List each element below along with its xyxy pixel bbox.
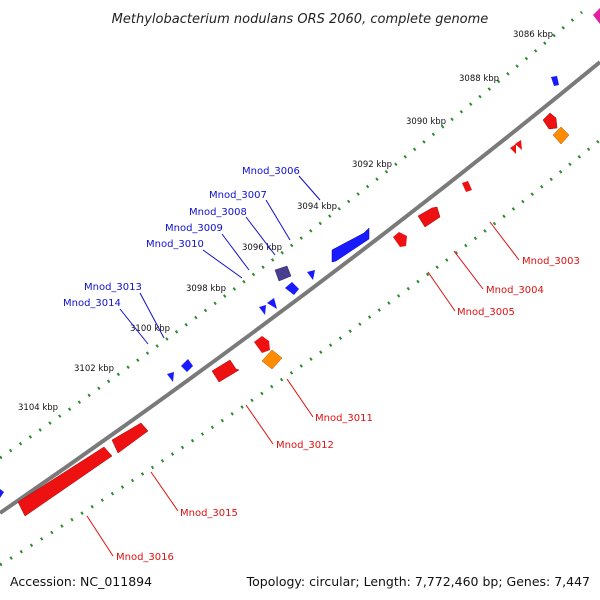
gene-label-mnod-3010[interactable]: Mnod_3010 — [146, 239, 204, 250]
connector-mnod-3005 — [427, 271, 456, 312]
gene-label-mnod-3013[interactable]: Mnod_3013 — [84, 282, 142, 293]
connector-mnod-3012 — [245, 404, 274, 445]
connector-mnod-3013 — [139, 292, 165, 339]
feature-box-orange-top[interactable] — [552, 126, 570, 145]
gene-label-mnod-3011[interactable]: Mnod_3011 — [315, 413, 373, 424]
connector-mnod-3009 — [221, 233, 250, 271]
gene-arrow-red-mid[interactable] — [254, 336, 270, 353]
connector-mnod-3004 — [453, 250, 484, 290]
kbp-label-3094: 3094 kbp — [297, 202, 337, 212]
connector-mnod-3006 — [298, 175, 321, 201]
gene-label-mnod-3006[interactable]: Mnod_3006 — [242, 166, 300, 177]
gene-label-mnod-3016[interactable]: Mnod_3016 — [116, 552, 174, 563]
kbp-label-3086: 3086 kbp — [513, 30, 553, 40]
gene-arrow-edge[interactable] — [0, 489, 4, 498]
kbp-label-3090: 3090 kbp — [406, 117, 446, 127]
gene-arrow-mnod-3005[interactable] — [393, 232, 407, 247]
gene-arrow-mnod-3015[interactable] — [111, 422, 149, 454]
kbp-label-3092: 3092 kbp — [352, 160, 392, 170]
feature-box-magenta-corner[interactable] — [593, 8, 600, 24]
gene-label-mnod-3015[interactable]: Mnod_3015 — [180, 508, 238, 519]
gene-label-mnod-3012[interactable]: Mnod_3012 — [276, 440, 334, 451]
gene-arrow-mnod-3012[interactable] — [211, 359, 240, 383]
gene-label-mnod-3008[interactable]: Mnod_3008 — [189, 207, 247, 218]
connector-mnod-3011 — [286, 378, 314, 418]
map-title: Methylobacterium nodulans ORS 2060, comp… — [112, 12, 489, 27]
connector-mnod-3007 — [265, 199, 291, 241]
connector-mnod-3015 — [150, 471, 179, 512]
genome-backbone — [0, 60, 600, 515]
gene-label-mnod-3004[interactable]: Mnod_3004 — [486, 285, 544, 296]
accession-text: Accession: NC_011894 — [10, 574, 152, 589]
gene-arrow-mnod-3004[interactable] — [417, 206, 441, 228]
kbp-label-3096: 3096 kbp — [242, 243, 282, 253]
gene-label-mnod-3009[interactable]: Mnod_3009 — [165, 223, 223, 234]
connector-mnod-3008 — [245, 216, 276, 256]
gene-arrow-mnod-3008[interactable] — [285, 282, 299, 295]
gene-arrow-mnod-3003[interactable] — [462, 181, 472, 192]
gene-arrow-top-right[interactable] — [551, 76, 559, 86]
kbp-label-3100: 3100 kbp — [130, 324, 170, 334]
gene-label-mnod-3007[interactable]: Mnod_3007 — [209, 190, 267, 201]
gene-label-mnod-3005[interactable]: Mnod_3005 — [457, 307, 515, 318]
gene-arrow-mnod-3014[interactable] — [167, 372, 174, 382]
gene-arrow-mnod-3006[interactable] — [331, 227, 370, 263]
gene-label-mnod-3014[interactable]: Mnod_3014 — [63, 298, 121, 309]
gene-arrow-mnod-3016[interactable] — [17, 446, 113, 517]
gene-arrow-red-small-1[interactable] — [510, 144, 516, 154]
kbp-label-3102: 3102 kbp — [74, 364, 114, 374]
connector-mnod-3003 — [489, 221, 520, 261]
feature-box-mnod-3011[interactable] — [261, 349, 283, 370]
gene-arrow-mnod-3010[interactable] — [267, 298, 277, 309]
gene-arrow-small-a[interactable] — [259, 305, 266, 315]
kbp-label-3088: 3088 kbp — [459, 74, 499, 84]
connector-mnod-3016 — [86, 515, 114, 557]
genome-stats-text: Topology: circular; Length: 7,772,460 bp… — [246, 574, 590, 589]
gene-arrow-red-small-2[interactable] — [515, 140, 522, 150]
feature-box-mnod-3007[interactable] — [274, 265, 292, 282]
connector-mnod-3014 — [119, 308, 149, 345]
connector-mnod-3010 — [202, 249, 243, 279]
kbp-label-3098: 3098 kbp — [186, 284, 226, 294]
gene-arrow-mnod-3009[interactable] — [307, 270, 315, 280]
gene-arrow-red-top-1[interactable] — [542, 112, 558, 130]
gene-label-mnod-3003[interactable]: Mnod_3003 — [522, 256, 580, 267]
kbp-label-3104: 3104 kbp — [18, 403, 58, 413]
gene-arrow-mnod-3013[interactable] — [181, 359, 193, 372]
